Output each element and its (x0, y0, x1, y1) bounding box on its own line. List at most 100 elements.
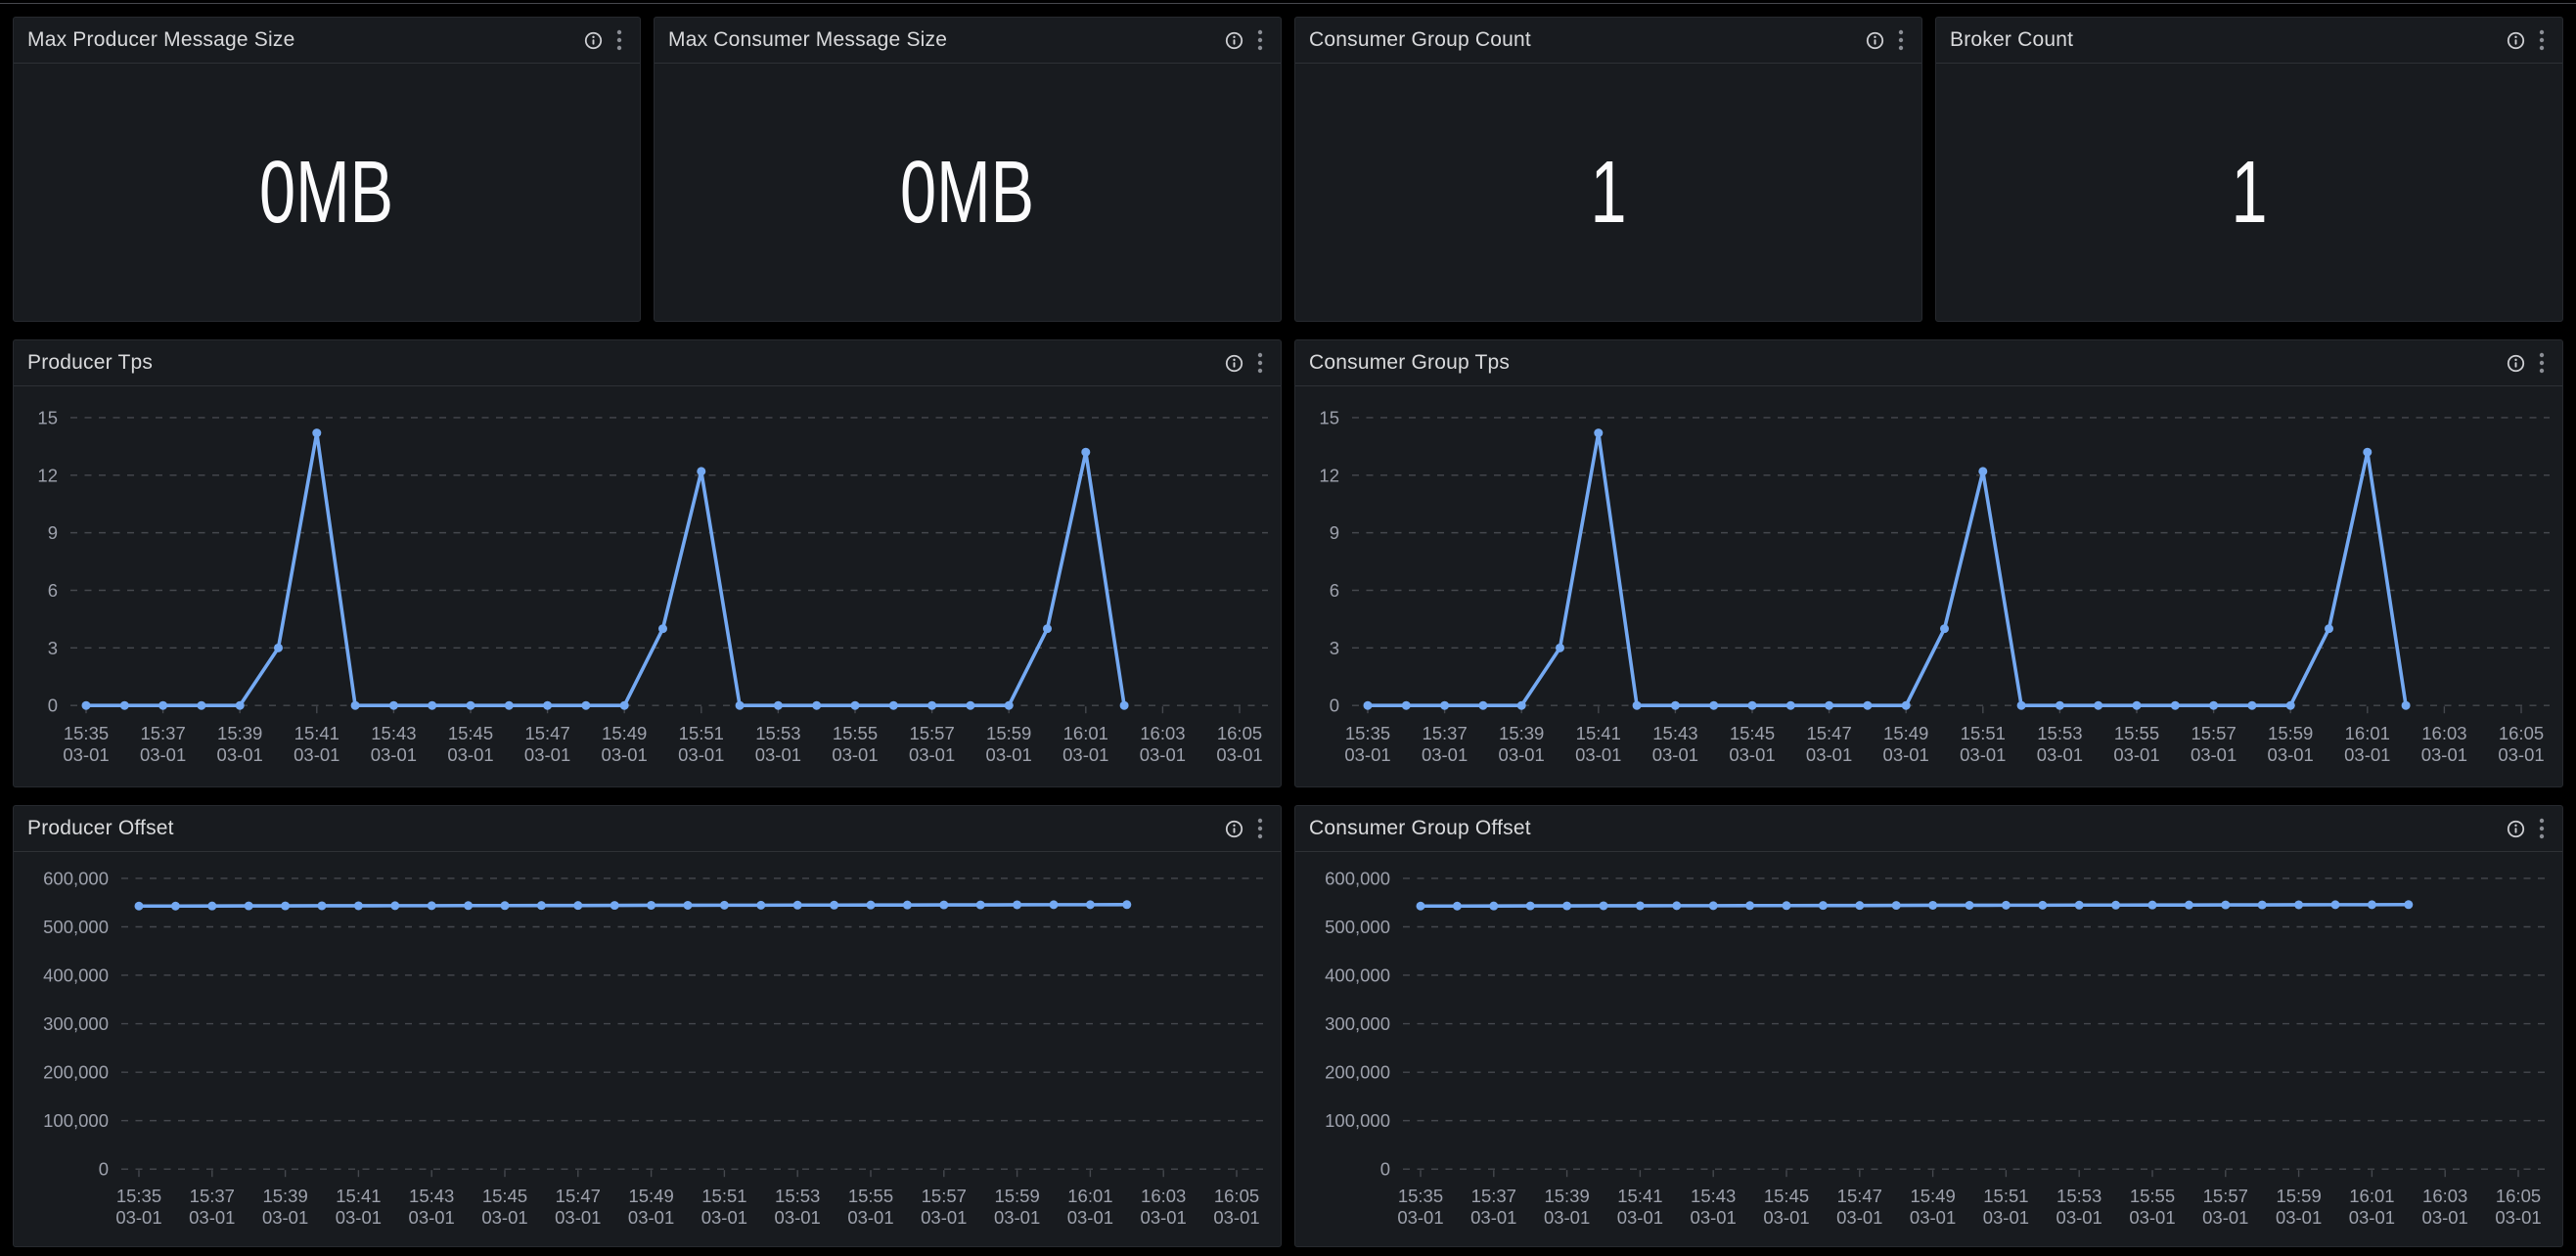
kebab-menu-icon[interactable] (2535, 28, 2549, 52)
data-point[interactable] (1818, 901, 1828, 911)
data-point[interactable] (2325, 624, 2333, 634)
data-point[interactable] (1635, 901, 1645, 911)
data-point[interactable] (2170, 700, 2180, 710)
data-point[interactable] (1043, 624, 1052, 634)
data-point[interactable] (390, 901, 400, 911)
data-point[interactable] (2330, 900, 2340, 910)
data-point[interactable] (1745, 901, 1755, 911)
data-point[interactable] (2001, 900, 2011, 910)
data-point[interactable] (1928, 900, 1938, 910)
data-point[interactable] (610, 901, 619, 911)
data-point[interactable] (170, 901, 180, 911)
panel-title[interactable]: Producer Offset (27, 817, 174, 839)
data-point[interactable] (975, 900, 985, 910)
info-icon[interactable] (2507, 31, 2525, 50)
kebab-menu-icon[interactable] (1894, 28, 1908, 52)
kebab-menu-icon[interactable] (612, 28, 626, 52)
data-point[interactable] (1855, 901, 1865, 911)
data-point[interactable] (1401, 700, 1411, 710)
data-point[interactable] (1525, 901, 1535, 911)
data-point[interactable] (619, 700, 629, 710)
data-point[interactable] (1709, 700, 1719, 710)
data-point[interactable] (1440, 700, 1450, 710)
panel-title[interactable]: Producer Tps (27, 351, 154, 374)
data-point[interactable] (197, 700, 206, 710)
data-point[interactable] (2184, 900, 2193, 910)
data-point[interactable] (1004, 700, 1014, 710)
data-point[interactable] (1708, 901, 1718, 911)
data-point[interactable] (683, 900, 693, 910)
data-point[interactable] (756, 900, 766, 910)
data-point[interactable] (1825, 700, 1834, 710)
data-point[interactable] (428, 700, 437, 710)
data-point[interactable] (312, 428, 322, 438)
data-point[interactable] (1901, 700, 1911, 710)
data-point[interactable] (658, 624, 667, 634)
data-point[interactable] (2294, 900, 2304, 910)
data-point[interactable] (2404, 900, 2414, 910)
data-point[interactable] (1785, 700, 1795, 710)
data-point[interactable] (244, 901, 253, 911)
data-point[interactable] (2285, 700, 2295, 710)
kebab-menu-icon[interactable] (2535, 817, 2549, 840)
data-point[interactable] (1940, 624, 1949, 634)
data-point[interactable] (1416, 901, 1425, 911)
data-point[interactable] (1965, 900, 1974, 910)
data-point[interactable] (1556, 643, 1564, 652)
data-point[interactable] (281, 901, 291, 911)
data-point[interactable] (573, 901, 583, 911)
data-point[interactable] (2111, 900, 2121, 910)
data-point[interactable] (1516, 700, 1526, 710)
panel-title[interactable]: Consumer Group Count (1309, 28, 1531, 51)
info-icon[interactable] (1225, 31, 1243, 50)
data-point[interactable] (543, 700, 553, 710)
data-point[interactable] (427, 901, 436, 911)
data-point[interactable] (1672, 901, 1682, 911)
line-chart-consumer-group-offset[interactable]: 0 100,000 200,000 300,000 400,000 500,000 600,… (1295, 852, 2562, 1246)
data-point[interactable] (119, 700, 129, 710)
data-point[interactable] (1891, 901, 1901, 911)
info-icon[interactable] (2507, 820, 2525, 838)
info-icon[interactable] (584, 31, 603, 50)
data-point[interactable] (2401, 700, 2411, 710)
data-point[interactable] (812, 700, 822, 710)
data-point[interactable] (1670, 700, 1680, 710)
data-point[interactable] (235, 700, 245, 710)
data-point[interactable] (1599, 901, 1608, 911)
data-point[interactable] (466, 700, 475, 710)
data-point[interactable] (1747, 700, 1757, 710)
kebab-menu-icon[interactable] (1253, 817, 1267, 840)
data-point[interactable] (2257, 900, 2267, 910)
data-point[interactable] (2074, 900, 2084, 910)
data-point[interactable] (1562, 901, 1572, 911)
data-point[interactable] (1363, 700, 1373, 710)
data-point[interactable] (966, 700, 975, 710)
data-point[interactable] (1489, 901, 1499, 911)
data-point[interactable] (866, 900, 876, 910)
data-point[interactable] (500, 901, 510, 911)
data-point[interactable] (2147, 900, 2157, 910)
data-point[interactable] (2247, 700, 2257, 710)
data-point[interactable] (581, 700, 591, 710)
data-point[interactable] (1978, 467, 1988, 476)
data-point[interactable] (317, 901, 327, 911)
data-point[interactable] (902, 900, 912, 910)
data-point[interactable] (792, 900, 802, 910)
data-point[interactable] (2209, 700, 2219, 710)
data-point[interactable] (927, 700, 937, 710)
data-point[interactable] (2038, 900, 2048, 910)
data-point[interactable] (1478, 700, 1488, 710)
data-point[interactable] (81, 700, 91, 710)
data-point[interactable] (735, 700, 745, 710)
data-point[interactable] (504, 700, 514, 710)
data-point[interactable] (939, 900, 949, 910)
data-point[interactable] (888, 700, 898, 710)
panel-title[interactable]: Consumer Group Tps (1309, 351, 1511, 374)
data-point[interactable] (350, 700, 360, 710)
line-chart-producer-offset[interactable]: 0 100,000 200,000 300,000 400,000 500,000 600,… (14, 852, 1281, 1246)
panel-title[interactable]: Max Consumer Message Size (668, 28, 948, 51)
data-point[interactable] (1452, 901, 1462, 911)
data-point[interactable] (207, 901, 217, 911)
data-point[interactable] (850, 700, 860, 710)
panel-title[interactable]: Consumer Group Offset (1309, 817, 1531, 839)
